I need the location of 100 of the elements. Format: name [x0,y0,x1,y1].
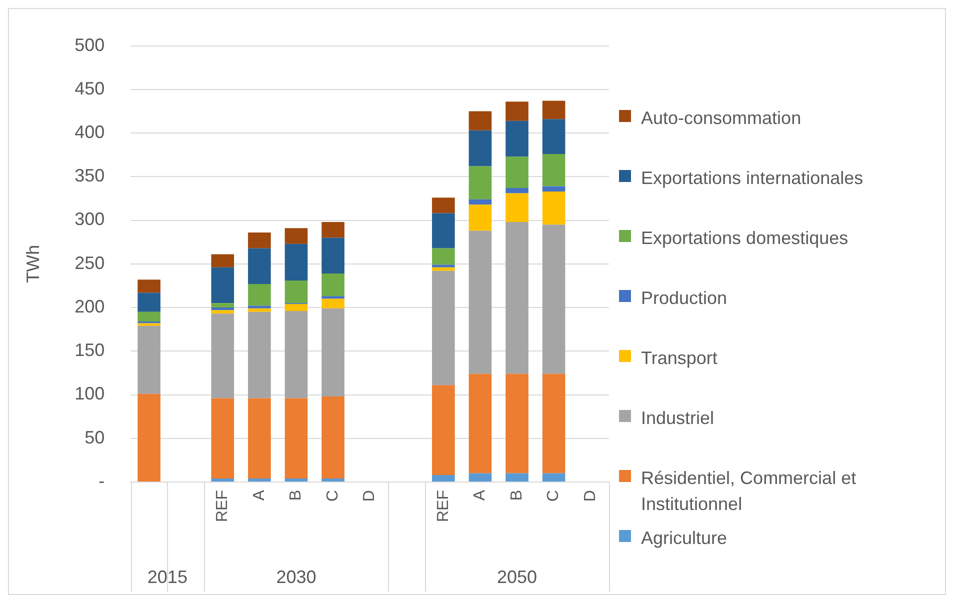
bar [542,100,566,120]
bar [322,396,344,479]
bar [468,199,492,205]
bar [468,130,492,166]
bar [211,308,234,310]
x-tick-label: REF [434,490,452,522]
bar [138,292,160,312]
bar [432,264,455,268]
legend-label: Auto-consommation [641,107,802,130]
bar [432,267,455,271]
bar [138,323,160,326]
y-tick-label: 200 [74,296,105,316]
bar [432,270,455,386]
bar [506,222,528,374]
x-tick-label: A [250,490,268,501]
bar [138,394,160,482]
bar [432,198,455,214]
bar [284,228,308,244]
bar [138,280,160,293]
bar [468,166,492,200]
x-tick-label: REF [214,490,232,522]
bar [248,284,271,306]
bar [248,312,271,398]
bar [506,473,528,482]
bar [542,473,566,482]
bar [468,473,492,482]
y-tick-label: 250 [74,252,105,273]
bar [248,398,271,479]
legend-label: Agriculture [641,527,728,550]
bar [506,188,528,194]
bar [542,191,566,225]
bar [211,398,234,479]
bar [322,298,344,308]
bar [322,478,344,482]
bar [211,303,234,308]
bar [468,111,492,130]
bar [432,385,455,476]
bar [211,310,234,314]
y-axis-title: TWh [22,244,43,283]
bar [432,475,455,482]
bar [506,120,528,157]
bar [432,248,455,265]
legend-label: Résidentiel, Commercial et Institutionnel [641,467,858,516]
bar [211,478,234,482]
bar [284,311,308,398]
x-tick-label: B [288,490,305,501]
legend-label: Transport [641,347,718,370]
bar [248,232,271,248]
legend-label: Exportations internationales [641,167,864,190]
y-tick-label: 500 [74,34,105,55]
bar [211,314,234,398]
bar [284,280,308,304]
text: 2050 [496,566,538,587]
x-tick-label: D [361,490,378,502]
bar [284,304,308,312]
legend-label: Production [641,287,728,310]
y-tick-label: 450 [74,78,105,98]
y-tick-label: 300 [74,209,105,230]
bar [322,273,344,296]
bar [211,254,234,268]
bar [506,193,528,222]
x-tick-label: D [582,490,600,502]
bar [248,248,271,284]
bar [542,154,566,186]
text: 2030 [276,566,316,587]
bar [322,238,344,274]
bar [468,204,492,231]
text: 2015 [147,566,188,587]
bar [248,478,271,482]
bar [138,326,160,394]
y-tick-label: 50 [84,427,105,448]
y-tick-label: 100 [74,384,105,404]
bar [284,398,308,479]
y-tick-label: 150 [74,340,105,360]
bar [542,119,566,154]
bar [322,296,344,299]
x-tick-label: C [545,490,562,502]
y-tick-label: 350 [74,166,105,186]
legend-label: Industriel [641,407,716,430]
bar [468,230,492,374]
bar [506,374,528,474]
bar [542,374,566,474]
bar [248,308,271,312]
bar [542,186,566,192]
bar [322,222,344,238]
bar [322,308,344,397]
bar [468,374,492,474]
y-tick-label: 400 [74,122,105,142]
x-tick-label: B [508,490,526,501]
bar [138,312,160,322]
x-tick-label: C [324,490,342,502]
y-tick-label: - [98,470,105,491]
legend-label: Exportations domestiques [641,227,850,250]
bar [211,267,234,304]
bar [432,213,455,248]
bar [542,224,566,374]
x-tick-label: A [472,490,489,501]
bar [506,102,528,121]
bar [248,306,271,308]
bar [284,478,308,482]
